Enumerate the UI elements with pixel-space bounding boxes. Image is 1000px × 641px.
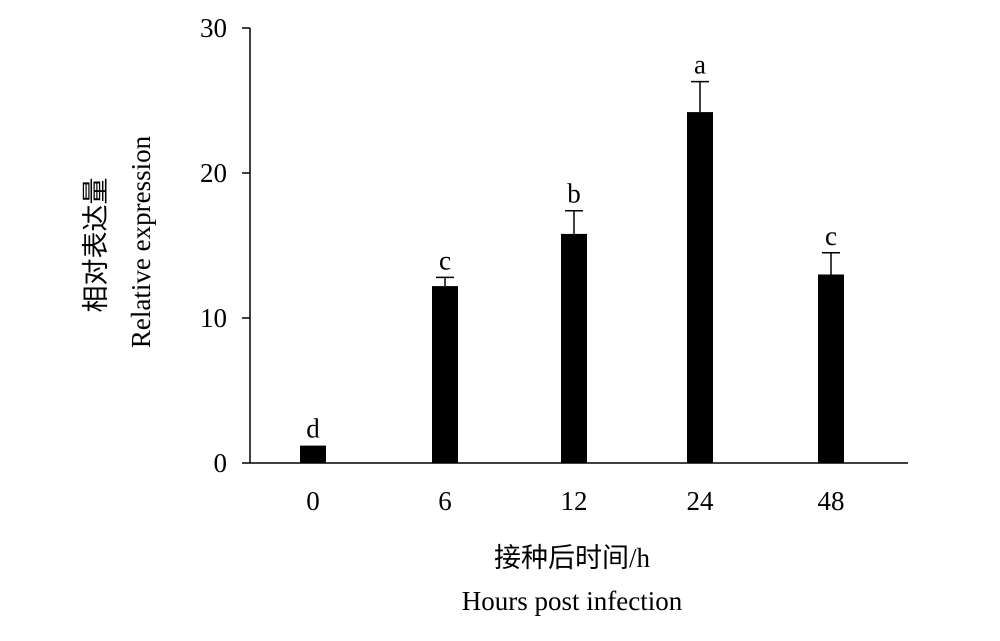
labels: 0 10 20 30 d 0 c 6 b 12 a 24 c 48	[200, 13, 845, 516]
y-axis-title: 相对表达量	[81, 178, 111, 313]
bar-6	[432, 286, 458, 463]
x-axis-title-english: Hours post infection	[462, 586, 683, 616]
bar-12	[561, 233, 587, 463]
y-tick-label: 0	[214, 448, 228, 478]
x-tick-label-12: 12	[561, 486, 588, 516]
x-tick-label-0: 0	[306, 486, 320, 516]
bar-24	[687, 112, 713, 463]
bar-0	[300, 445, 326, 463]
y-tick-label: 30	[200, 13, 227, 43]
x-tick-label-24: 24	[687, 486, 715, 516]
x-tick-label-6: 6	[438, 486, 452, 516]
bars	[300, 80, 844, 463]
significance-label-6: c	[439, 245, 451, 275]
significance-label-0: d	[306, 414, 320, 444]
significance-label-48: c	[825, 221, 837, 251]
y-tick-label: 20	[200, 158, 227, 188]
significance-label-24: a	[694, 50, 706, 80]
bar-48	[818, 274, 844, 463]
significance-label-12: b	[567, 179, 581, 209]
x-axis-title: 接种后时间/h	[494, 543, 651, 573]
y-axis-title-english: Relative expression	[126, 135, 156, 348]
y-tick-label: 10	[200, 303, 227, 333]
x-tick-label-48: 48	[818, 486, 845, 516]
